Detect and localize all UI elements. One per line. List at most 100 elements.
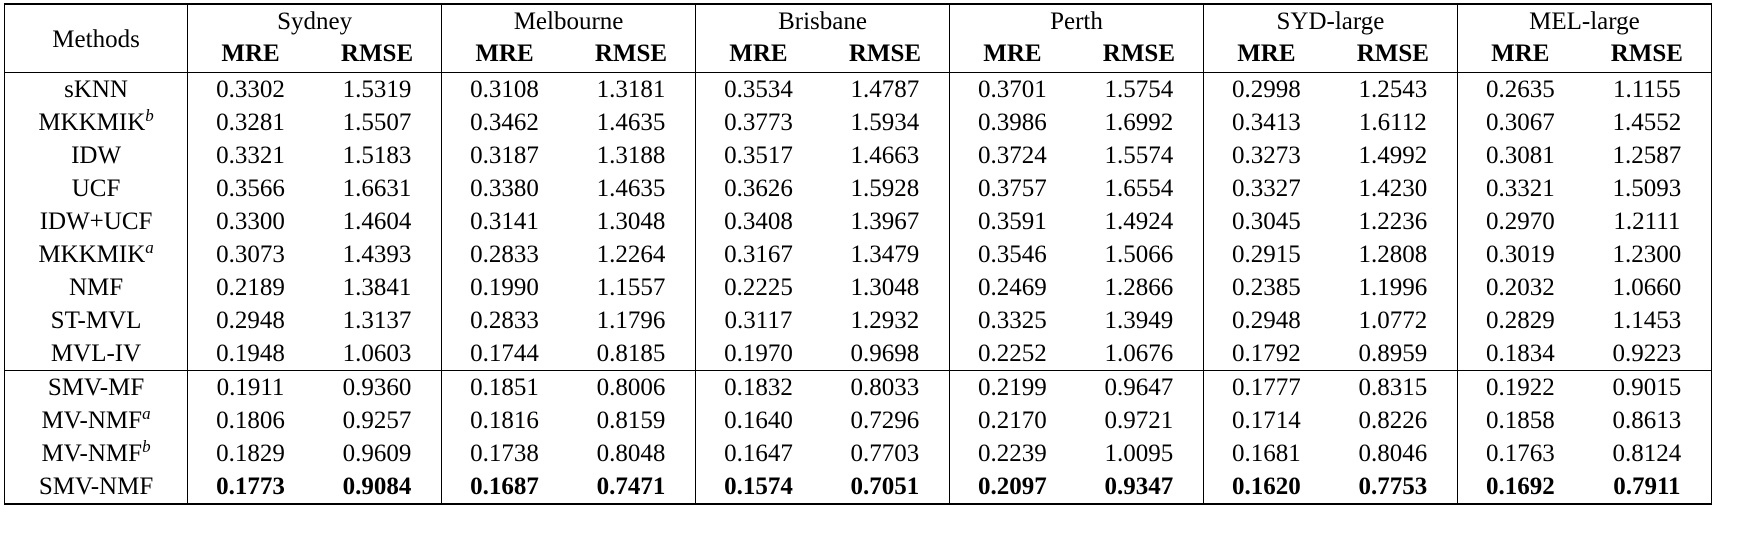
metric-header-rmse: RMSE bbox=[1074, 37, 1204, 73]
mre-value-cell: 0.3067 bbox=[1485, 109, 1555, 136]
rmse-value-cell: 0.9609 bbox=[312, 437, 443, 470]
rmse-value-cell: 0.8159 bbox=[566, 404, 697, 437]
rmse-value-cell: 0.9015 bbox=[1582, 370, 1712, 404]
rmse-value-cell: 0.8124 bbox=[1582, 437, 1712, 470]
rmse-value-cell: 0.7911 bbox=[1582, 470, 1712, 505]
rmse-value-cell: 1.2932 bbox=[820, 304, 950, 337]
mre-value-cell: 0.3325 bbox=[978, 307, 1047, 334]
rmse-value-cell: 0.9347 bbox=[1074, 470, 1204, 505]
method-name: SMV-MF bbox=[47, 374, 145, 401]
rmse-value-cell: 0.9084 bbox=[312, 470, 443, 505]
method-name-cell: SMV-MF bbox=[3, 370, 189, 404]
mre-value-cell: 0.1620 bbox=[1203, 470, 1329, 505]
mre-value-cell: 0.1640 bbox=[724, 407, 793, 434]
rmse-value-cell: 1.1155 bbox=[1582, 72, 1712, 106]
metric-header-mre: MRE bbox=[695, 37, 821, 73]
mre-value-cell: 0.2239 bbox=[978, 440, 1047, 467]
mre-value-cell: 0.2915 bbox=[1231, 241, 1301, 268]
rmse-value-cell: 1.5928 bbox=[820, 172, 950, 205]
mre-value-cell: 0.3462 bbox=[470, 109, 539, 136]
rmse-value-cell: 1.3137 bbox=[312, 304, 443, 337]
city-header-brisbane: Brisbane bbox=[695, 3, 950, 37]
rmse-value-cell: 0.8006 bbox=[566, 370, 697, 404]
metric-header-rmse: RMSE bbox=[566, 37, 697, 73]
mre-value-cell: 0.2199 bbox=[978, 374, 1047, 401]
rmse-value-cell: 1.5934 bbox=[820, 106, 950, 139]
rmse-value-cell: 0.8959 bbox=[1328, 337, 1458, 371]
mre-value-cell: 0.3117 bbox=[724, 307, 793, 334]
city-header-sydney: Sydney bbox=[187, 3, 443, 37]
mre-value-cell: 0.2833 bbox=[470, 307, 539, 334]
mre-value-cell: 0.2189 bbox=[216, 274, 285, 301]
rmse-value-cell: 0.7296 bbox=[820, 404, 950, 437]
mre-value-cell: 0.1911 bbox=[216, 374, 285, 401]
rmse-value-cell: 1.4393 bbox=[312, 238, 443, 271]
rmse-value-cell: 1.6112 bbox=[1328, 106, 1458, 139]
city-header-perth: Perth bbox=[949, 3, 1204, 37]
method-name-cell: IDW+UCF bbox=[3, 205, 189, 238]
table-row: sKNN 0.3302 1.5319 0.3108 1.3181 0.3534 1.4787… bbox=[3, 72, 1712, 106]
mre-value-cell: 0.3302 bbox=[216, 76, 285, 103]
metric-header-rmse: RMSE bbox=[1582, 37, 1712, 73]
rmse-value-cell: 1.0660 bbox=[1582, 271, 1712, 304]
mre-value-cell: 0.1922 bbox=[1485, 374, 1555, 401]
rmse-value-cell: 0.8048 bbox=[566, 437, 697, 470]
mre-value-cell: 0.2833 bbox=[470, 241, 539, 268]
methods-header: Methods bbox=[3, 3, 189, 73]
rmse-value-cell: 1.6631 bbox=[312, 172, 443, 205]
mre-value-cell: 0.3167 bbox=[724, 241, 793, 268]
mre-value-cell: 0.3591 bbox=[978, 208, 1047, 235]
mre-value-cell: 0.1714 bbox=[1231, 407, 1301, 434]
rmse-value-cell: 0.7051 bbox=[820, 470, 950, 505]
mre-value-cell: 0.3724 bbox=[978, 142, 1047, 169]
metric-header-mre: MRE bbox=[1457, 37, 1583, 73]
metric-header-mre: MRE bbox=[949, 37, 1075, 73]
mre-value-cell: 0.3327 bbox=[1231, 175, 1301, 202]
method-superscript: a bbox=[142, 404, 151, 423]
mre-value-cell: 0.3566 bbox=[216, 175, 285, 202]
rmse-value-cell: 1.5574 bbox=[1074, 139, 1204, 172]
mre-value-cell: 0.1829 bbox=[216, 440, 285, 467]
mre-value-cell: 0.2635 bbox=[1485, 76, 1555, 103]
method-name-cell: NMF bbox=[3, 271, 189, 304]
rmse-value-cell: 0.9223 bbox=[1582, 337, 1712, 371]
method-name-cell: sKNN bbox=[3, 72, 189, 106]
rmse-value-cell: 1.2236 bbox=[1328, 205, 1458, 238]
mre-value-cell: 0.1738 bbox=[470, 440, 539, 467]
mre-value-cell: 0.3701 bbox=[978, 76, 1047, 103]
rmse-value-cell: 0.8033 bbox=[820, 370, 950, 404]
mre-value-cell: 0.3546 bbox=[978, 241, 1047, 268]
rmse-value-cell: 1.0772 bbox=[1328, 304, 1458, 337]
rmse-value-cell: 1.3949 bbox=[1074, 304, 1204, 337]
rmse-value-cell: 1.5066 bbox=[1074, 238, 1204, 271]
method-name-cell: MKKMIKb bbox=[3, 106, 189, 139]
rmse-value-cell: 1.2808 bbox=[1328, 238, 1458, 271]
city-header-melbourne: Melbourne bbox=[441, 3, 697, 37]
metric-header-rmse: RMSE bbox=[820, 37, 950, 73]
metric-header-mre: MRE bbox=[441, 37, 567, 73]
table-row: SMV-MF 0.1911 0.9360 0.1851 0.8006 0.1832 0.80… bbox=[3, 370, 1712, 404]
method-name-cell: MV-NMFb bbox=[3, 437, 189, 470]
rmse-value-cell: 1.2543 bbox=[1328, 72, 1458, 106]
mre-value-cell: 0.3517 bbox=[724, 142, 793, 169]
method-superscript: b bbox=[145, 106, 154, 125]
method-name: ST-MVL bbox=[50, 307, 142, 334]
metric-header-mre: MRE bbox=[1203, 37, 1329, 73]
rmse-value-cell: 0.8185 bbox=[566, 337, 697, 371]
rmse-value-cell: 1.2866 bbox=[1074, 271, 1204, 304]
mre-value-cell: 0.1990 bbox=[470, 274, 539, 301]
city-header-mel-large: MEL-large bbox=[1457, 3, 1713, 37]
table-row: UCF 0.3566 1.6631 0.3380 1.4635 0.3626 1.5928 0… bbox=[3, 172, 1712, 205]
mre-value-cell: 0.3408 bbox=[724, 208, 793, 235]
table-row: IDW 0.3321 1.5183 0.3187 1.3188 0.3517 1.4663 0… bbox=[3, 139, 1712, 172]
rmse-value-cell: 1.4635 bbox=[566, 106, 697, 139]
rmse-value-cell: 1.2264 bbox=[566, 238, 697, 271]
mre-value-cell: 0.3986 bbox=[978, 109, 1047, 136]
mre-value-cell: 0.3019 bbox=[1485, 241, 1555, 268]
method-name: MKKMIK bbox=[38, 109, 146, 136]
rmse-value-cell: 0.7471 bbox=[566, 470, 697, 505]
mre-value-cell: 0.1777 bbox=[1231, 374, 1301, 401]
method-name: IDW+UCF bbox=[39, 208, 153, 235]
mre-value-cell: 0.2469 bbox=[978, 274, 1047, 301]
mre-value-cell: 0.1816 bbox=[470, 407, 539, 434]
